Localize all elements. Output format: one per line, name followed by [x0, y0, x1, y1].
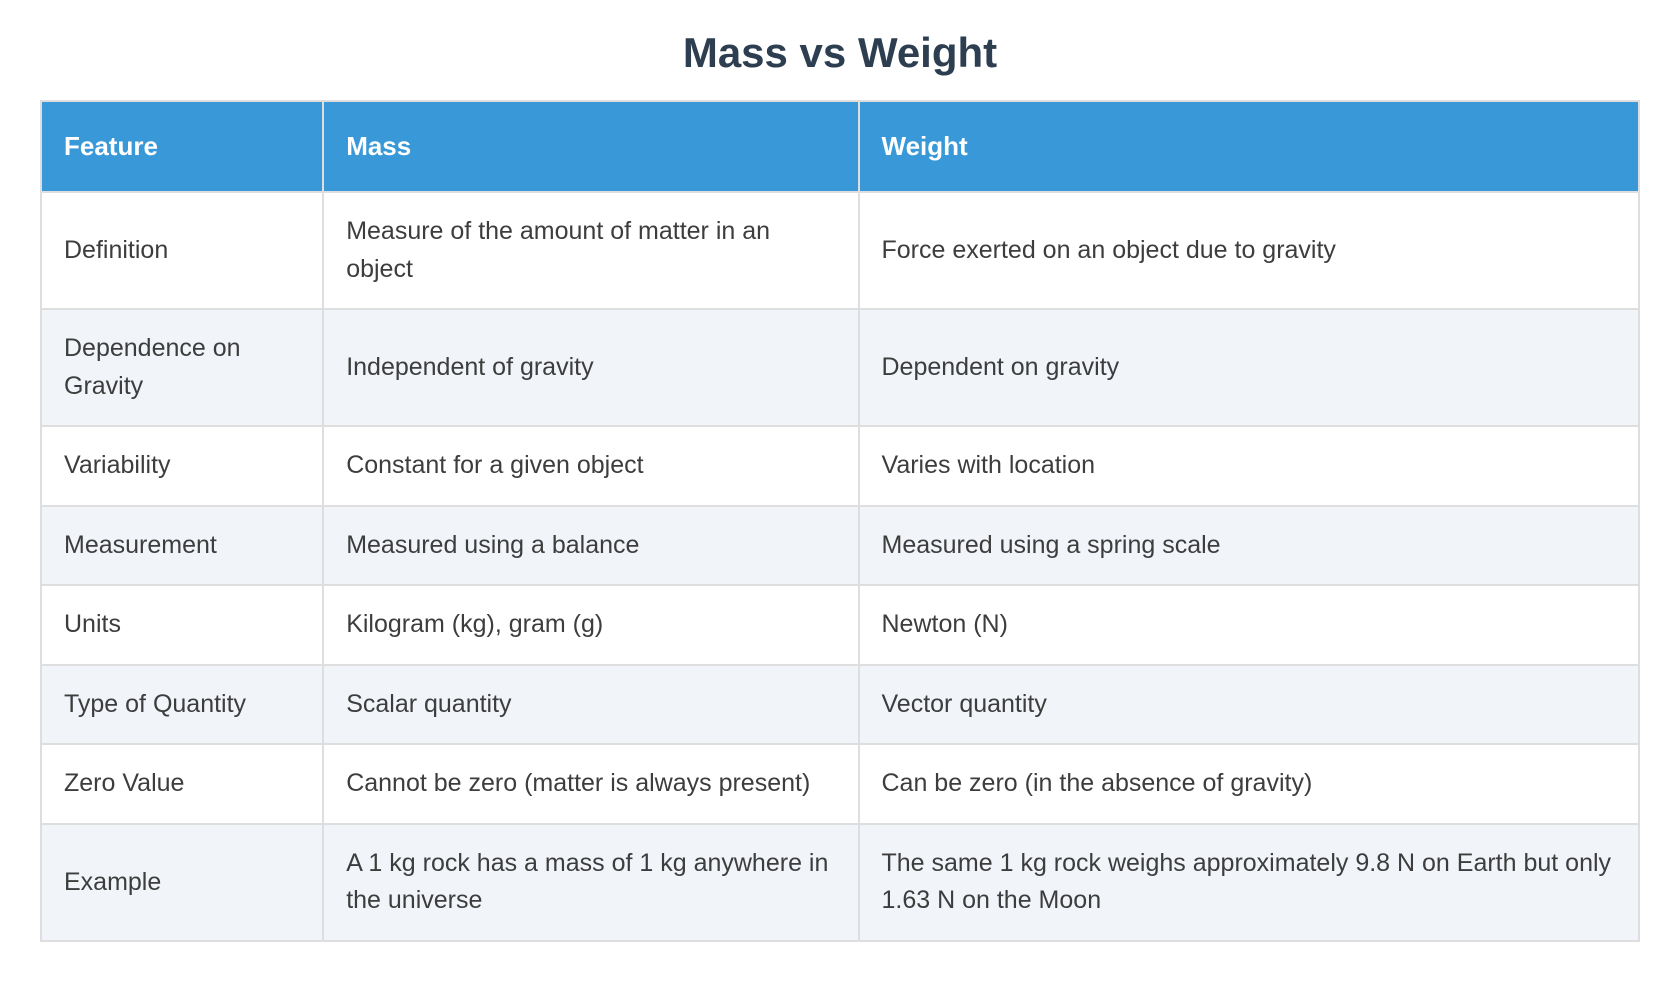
table-row: Zero Value Cannot be zero (matter is alw…	[42, 745, 1638, 823]
column-header-mass: Mass	[324, 102, 858, 192]
table-row: Units Kilogram (kg), gram (g) Newton (N)	[42, 586, 1638, 664]
cell-feature: Dependence on Gravity	[42, 310, 323, 426]
table-body: Definition Measure of the amount of matt…	[42, 193, 1638, 940]
cell-feature: Example	[42, 824, 323, 940]
cell-feature: Zero Value	[42, 745, 323, 823]
table-row: Variability Constant for a given object …	[42, 427, 1638, 505]
table-row: Measurement Measured using a balance Mea…	[42, 506, 1638, 585]
table-row: Example A 1 kg rock has a mass of 1 kg a…	[42, 824, 1638, 940]
cell-feature: Type of Quantity	[42, 665, 323, 744]
cell-mass: A 1 kg rock has a mass of 1 kg anywhere …	[324, 824, 858, 940]
cell-feature: Variability	[42, 427, 323, 505]
column-header-feature: Feature	[42, 102, 323, 192]
table-row: Dependence on Gravity Independent of gra…	[42, 310, 1638, 426]
cell-mass: Cannot be zero (matter is always present…	[324, 745, 858, 823]
comparison-table: Feature Mass Weight Definition Measure o…	[40, 100, 1640, 942]
cell-mass: Kilogram (kg), gram (g)	[324, 586, 858, 664]
table-header: Feature Mass Weight	[42, 102, 1638, 192]
page-title: Mass vs Weight	[682, 29, 998, 76]
cell-weight: Dependent on gravity	[859, 310, 1638, 426]
cell-weight: Can be zero (in the absence of gravity)	[859, 745, 1638, 823]
cell-mass: Independent of gravity	[324, 310, 858, 426]
cell-weight: Vector quantity	[859, 665, 1638, 744]
cell-mass: Scalar quantity	[324, 665, 858, 744]
cell-feature: Measurement	[42, 506, 323, 585]
cell-mass: Constant for a given object	[324, 427, 858, 505]
cell-weight: Measured using a spring scale	[859, 506, 1638, 585]
page: Mass vs Weight Feature Mass Weight Defin…	[0, 28, 1680, 998]
table-row: Type of Quantity Scalar quantity Vector …	[42, 665, 1638, 744]
cell-weight: Varies with location	[859, 427, 1638, 505]
cell-weight: Force exerted on an object due to gravit…	[859, 193, 1638, 309]
cell-weight: The same 1 kg rock weighs approximately …	[859, 824, 1638, 940]
cell-feature: Units	[42, 586, 323, 664]
table-row: Definition Measure of the amount of matt…	[42, 193, 1638, 309]
cell-mass: Measured using a balance	[324, 506, 858, 585]
cell-weight: Newton (N)	[859, 586, 1638, 664]
cell-feature: Definition	[42, 193, 323, 309]
cell-mass: Measure of the amount of matter in an ob…	[324, 193, 858, 309]
header-row: Feature Mass Weight	[42, 102, 1638, 192]
column-header-weight: Weight	[859, 102, 1638, 192]
